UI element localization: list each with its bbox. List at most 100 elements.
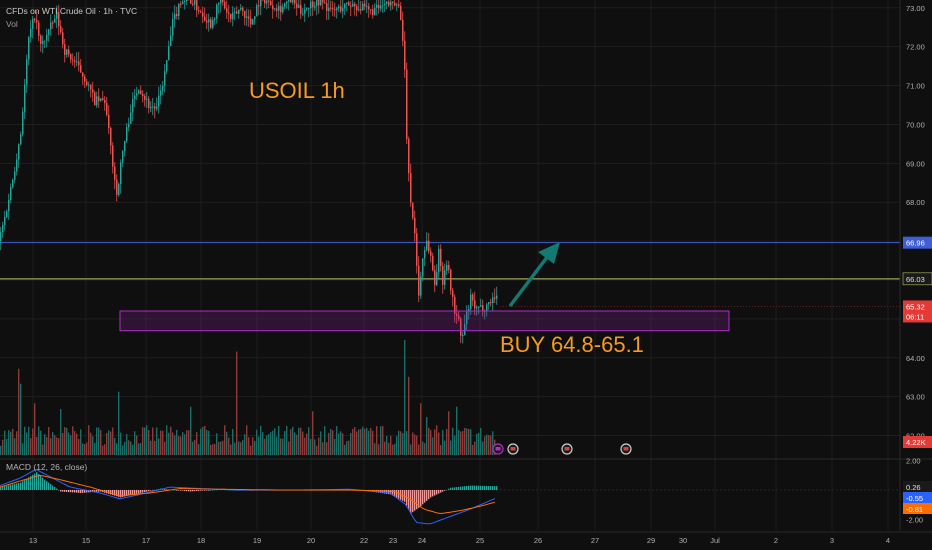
volume-bar: [454, 435, 456, 455]
candle-body: [110, 128, 112, 146]
volume-bar: [126, 434, 128, 455]
volume-bar: [370, 428, 372, 455]
macd-histogram-bar: [390, 490, 392, 495]
macd-histogram-bar: [148, 490, 150, 492]
volume-bar: [264, 438, 266, 455]
candle-body: [178, 3, 180, 16]
candle-body: [458, 315, 460, 320]
macd-histogram-bar: [20, 482, 22, 490]
time-tick-label: 17: [142, 536, 150, 545]
volume-bar: [378, 444, 380, 455]
volume-bar: [122, 445, 124, 455]
volume-bar: [130, 441, 132, 455]
volume-bar: [448, 411, 450, 455]
macd-histogram-bar: [128, 490, 130, 496]
candle-body: [112, 145, 114, 167]
macd-signal-value: 0.26: [906, 483, 921, 492]
candle-body: [354, 3, 356, 7]
candle-body: [378, 4, 380, 9]
macd-histogram-bar: [4, 486, 6, 490]
volume-bar: [342, 433, 344, 455]
macd-histogram-bar: [156, 489, 158, 491]
candle-body: [72, 59, 74, 61]
volume-bar: [480, 427, 482, 455]
macd-histogram-bar: [408, 490, 410, 510]
volume-bar: [428, 427, 430, 455]
macd-histogram-bar: [460, 486, 462, 490]
candle-body: [170, 35, 172, 47]
macd-histogram-bar: [482, 485, 484, 490]
volume-bar: [472, 444, 474, 455]
volume-bar: [176, 429, 178, 455]
candle-body: [474, 300, 476, 309]
volume-bar: [42, 444, 44, 455]
candle-body: [106, 103, 108, 115]
candle-body: [334, 9, 336, 11]
price-tick-label: 73.00: [906, 4, 925, 13]
volume-bar: [258, 436, 260, 455]
macd-histogram-bar: [192, 490, 194, 492]
volume-bar: [398, 430, 400, 455]
candle-body: [224, 2, 226, 9]
candle-body: [300, 4, 302, 14]
macd-histogram-bar: [82, 490, 84, 493]
volume-bar: [26, 432, 28, 455]
macd-histogram-bar: [114, 490, 116, 496]
macd-histogram-bar: [16, 483, 18, 490]
macd-histogram-bar: [72, 490, 74, 493]
volume-bar: [474, 441, 476, 455]
macd-histogram-bar: [202, 490, 204, 491]
macd-histogram-bar: [186, 490, 188, 492]
candle-body: [318, 0, 320, 6]
volume-bar: [120, 432, 122, 455]
candle-body: [494, 297, 496, 299]
volume-bar: [16, 431, 18, 455]
macd-histogram-bar: [386, 490, 388, 494]
volume-bar: [426, 417, 428, 455]
macd-histogram-bar: [468, 485, 470, 490]
macd-histogram-bar: [76, 490, 78, 493]
macd-histogram-bar: [448, 488, 450, 490]
candle-body: [442, 266, 444, 285]
macd-value-label-bg: [903, 503, 932, 514]
macd-histogram-bar: [442, 490, 444, 492]
candle-body: [58, 12, 60, 27]
volume-bar: [344, 444, 346, 455]
volume-bar: [172, 432, 174, 455]
candle-body: [132, 99, 134, 113]
macd-histogram-bar: [218, 489, 220, 491]
volume-bar: [478, 432, 480, 455]
volume-bar: [232, 429, 234, 455]
macd-histogram-bar: [426, 490, 428, 501]
volume-bar: [224, 425, 226, 455]
volume-bar: [98, 427, 100, 455]
candle-body: [376, 4, 378, 8]
candle-body: [332, 8, 334, 10]
macd-histogram-bar: [80, 490, 82, 493]
candle-body: [52, 22, 54, 24]
flag-glyph-icon: [564, 447, 570, 451]
candle-body: [370, 9, 372, 11]
macd-histogram-bar: [126, 490, 128, 497]
candle-body: [14, 171, 16, 180]
candle-body: [84, 76, 86, 82]
candle-body: [232, 12, 234, 20]
volume-bar: [304, 437, 306, 455]
volume-bar: [266, 435, 268, 455]
volume-bar: [416, 435, 418, 455]
volume-bar: [462, 431, 464, 455]
price-tick-label: 69.00: [906, 159, 925, 168]
volume-bar: [78, 438, 80, 455]
macd-histogram-bar: [410, 490, 412, 514]
candle-body: [434, 270, 436, 285]
volume-bar: [278, 425, 280, 455]
candle-body: [26, 59, 28, 85]
candle-body: [90, 84, 92, 90]
candle-body: [306, 8, 308, 10]
volume-bar: [326, 442, 328, 455]
candle-body: [270, 0, 272, 6]
macd-histogram-bar: [400, 490, 402, 500]
volume-bar: [394, 443, 396, 455]
